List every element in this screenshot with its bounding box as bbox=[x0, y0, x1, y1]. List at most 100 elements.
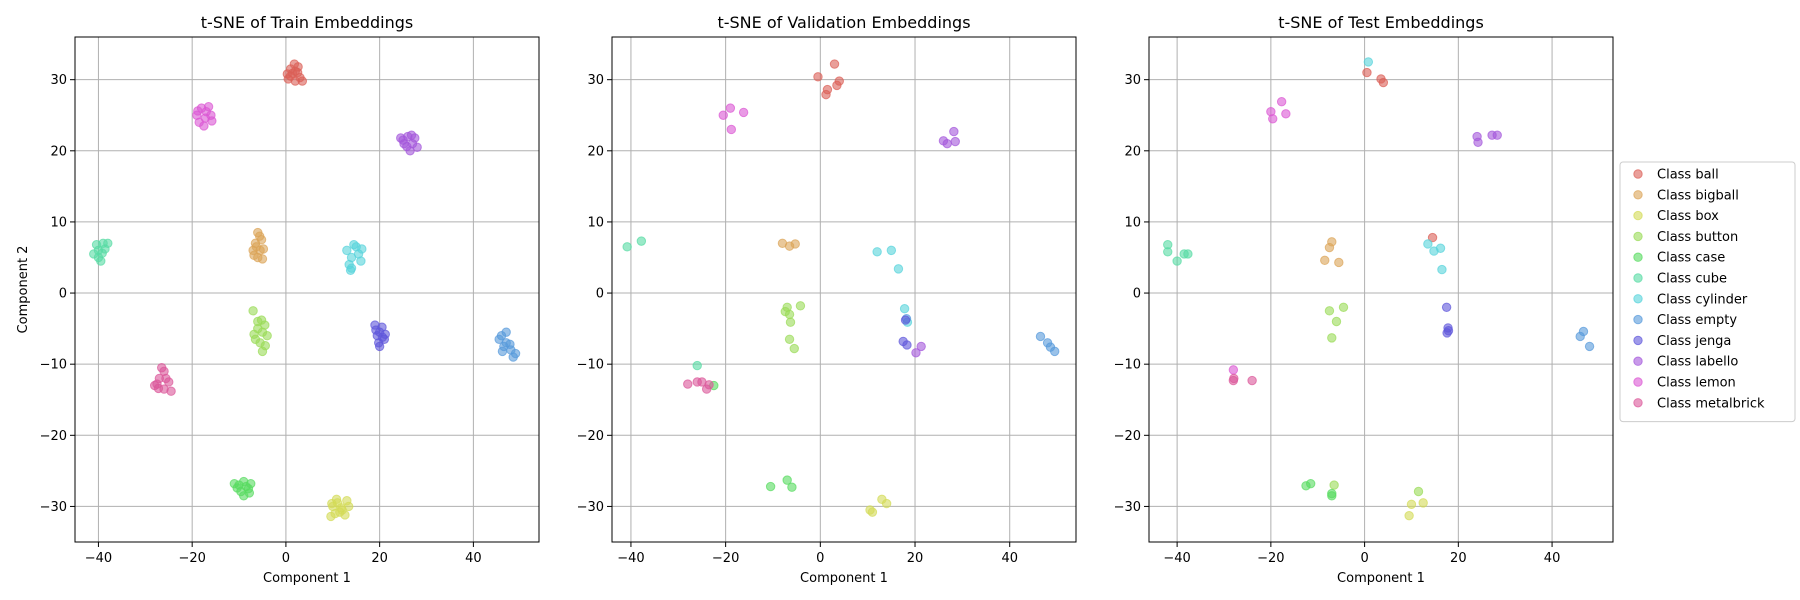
data-point bbox=[254, 231, 265, 241]
y-tick-label: 0 bbox=[1133, 287, 1141, 302]
data-point bbox=[1327, 333, 1337, 343]
data-point bbox=[832, 80, 842, 91]
data-point bbox=[1406, 499, 1417, 510]
data-point bbox=[1338, 302, 1349, 312]
chart-title: t-SNE of Train Embeddings bbox=[201, 13, 413, 32]
y-tick-label: 30 bbox=[1124, 73, 1141, 88]
data-point bbox=[795, 301, 806, 311]
x-tick-label: −20 bbox=[178, 551, 205, 566]
data-point bbox=[412, 142, 422, 152]
series-class-metalbrick bbox=[149, 363, 176, 396]
data-point bbox=[1362, 67, 1372, 78]
data-point bbox=[692, 360, 702, 371]
data-point bbox=[331, 494, 342, 505]
series-class-labello bbox=[911, 126, 960, 358]
legend-label: Class button bbox=[1657, 230, 1738, 245]
y-tick-label: 30 bbox=[50, 73, 67, 88]
x-tick-label: 0 bbox=[1360, 551, 1368, 566]
data-point bbox=[505, 339, 515, 349]
legend-label: Class case bbox=[1657, 251, 1725, 266]
data-point bbox=[790, 239, 800, 249]
data-point bbox=[377, 332, 388, 342]
data-point bbox=[1418, 498, 1428, 508]
data-point bbox=[91, 239, 102, 250]
series-class-jenga bbox=[370, 320, 390, 352]
chart-title: t-SNE of Test Embeddings bbox=[1278, 13, 1484, 32]
data-point bbox=[340, 510, 350, 520]
data-point bbox=[942, 138, 952, 149]
series-class-bigball bbox=[1320, 237, 1344, 268]
data-point bbox=[1305, 478, 1316, 489]
data-point bbox=[1035, 331, 1046, 342]
data-point bbox=[258, 244, 269, 254]
data-point bbox=[1437, 264, 1447, 275]
legend-marker bbox=[1633, 335, 1643, 346]
data-point bbox=[1324, 306, 1335, 316]
data-point bbox=[262, 331, 272, 341]
data-point bbox=[1320, 255, 1330, 266]
data-point bbox=[950, 136, 960, 147]
data-point bbox=[829, 59, 840, 69]
y-tick-label: 10 bbox=[587, 215, 604, 230]
legend-label: Class empty bbox=[1657, 313, 1737, 328]
legend: Class ball Class bigball Class box Class bu… bbox=[1619, 161, 1796, 423]
y-tick-label: −30 bbox=[577, 500, 604, 515]
legend-marker bbox=[1633, 169, 1643, 179]
data-point bbox=[886, 245, 897, 256]
series-class-cylinder bbox=[342, 239, 367, 275]
y-tick-label: −20 bbox=[1114, 429, 1141, 444]
series-class-button bbox=[248, 306, 272, 357]
series-class-button bbox=[1324, 302, 1424, 497]
data-point bbox=[157, 363, 167, 373]
x-axis-label: Component 1 bbox=[800, 571, 888, 586]
legend-marker bbox=[1633, 356, 1643, 366]
legend-marker bbox=[1633, 210, 1643, 221]
y-tick-label: 20 bbox=[50, 144, 67, 159]
data-point bbox=[1423, 239, 1433, 249]
y-tick-label: −10 bbox=[40, 358, 67, 373]
legend-label: Class labello bbox=[1657, 355, 1738, 370]
data-point bbox=[726, 124, 737, 135]
series-class-case bbox=[709, 380, 797, 492]
data-point bbox=[256, 315, 267, 325]
chart-panel-1: −40 −20 0 20 40 −30 −20 −10 0 10 20 30 t-SNE of Trai… bbox=[16, 13, 540, 586]
data-point bbox=[1228, 365, 1239, 375]
data-point bbox=[399, 138, 409, 149]
data-point bbox=[1163, 247, 1173, 257]
y-tick-label: 30 bbox=[587, 73, 604, 88]
y-tick-label: −10 bbox=[1114, 358, 1141, 373]
plot-frame bbox=[1148, 36, 1614, 543]
x-tick-label: 40 bbox=[1544, 551, 1561, 566]
data-point bbox=[789, 343, 799, 354]
x-tick-label: 20 bbox=[907, 551, 924, 566]
data-point bbox=[345, 265, 356, 275]
legend-marker bbox=[1633, 377, 1643, 387]
series-class-bigball bbox=[248, 227, 269, 264]
data-point bbox=[622, 242, 632, 252]
data-point bbox=[1427, 232, 1438, 243]
data-point bbox=[1378, 77, 1389, 88]
y-tick-label: 10 bbox=[1124, 215, 1141, 230]
series-class-metalbrick bbox=[1228, 373, 1257, 386]
legend-marker bbox=[1633, 231, 1643, 242]
data-point bbox=[1329, 480, 1339, 490]
data-point bbox=[683, 379, 693, 389]
y-tick-label: 20 bbox=[587, 144, 604, 159]
x-tick-label: −40 bbox=[617, 551, 644, 566]
data-point bbox=[260, 340, 270, 351]
legend-label: Class bigball bbox=[1657, 188, 1739, 203]
data-point bbox=[89, 249, 99, 259]
y-tick-label: 0 bbox=[59, 287, 67, 302]
y-tick-label: −20 bbox=[40, 429, 67, 444]
data-point bbox=[899, 304, 910, 314]
data-point bbox=[1441, 302, 1452, 312]
data-point bbox=[97, 248, 107, 258]
data-point bbox=[249, 329, 259, 340]
x-tick-label: 40 bbox=[465, 551, 482, 566]
data-point bbox=[349, 239, 359, 250]
legend-label: Class ball bbox=[1657, 168, 1719, 183]
y-axis-label: Component 2 bbox=[16, 246, 31, 334]
data-point bbox=[96, 256, 106, 266]
series-class-lemon bbox=[1228, 97, 1291, 375]
legend-marker bbox=[1633, 398, 1643, 408]
